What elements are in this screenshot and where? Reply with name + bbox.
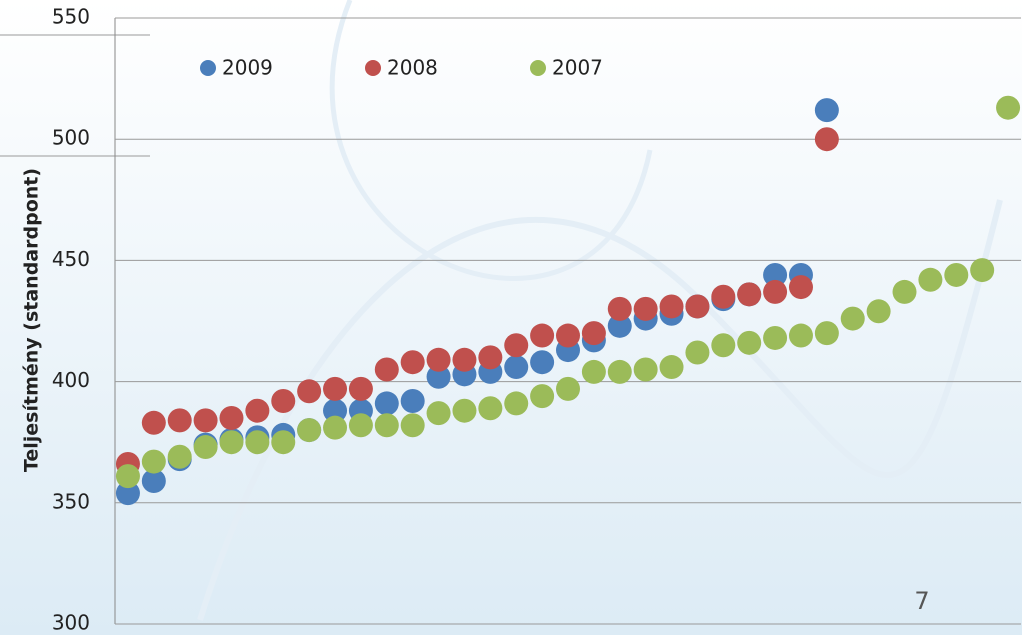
data-point: [659, 355, 684, 380]
data-point: [607, 359, 632, 384]
data-point: [374, 413, 399, 438]
data-point: [504, 333, 529, 358]
data-point: [918, 267, 943, 292]
y-axis-label: Teljesítmény (standardpont): [21, 168, 43, 472]
data-point: [607, 296, 632, 321]
data-point: [348, 376, 373, 401]
data-point: [167, 408, 192, 433]
data-point: [530, 350, 555, 375]
data-point: [348, 413, 373, 438]
data-point: [737, 330, 762, 355]
data-point: [711, 333, 736, 358]
data-point: [245, 398, 270, 423]
y-tick-label: 500: [52, 126, 90, 150]
data-point: [141, 468, 166, 493]
data-point: [763, 279, 788, 304]
legend-marker: [365, 60, 381, 76]
data-point: [504, 355, 529, 380]
data-point: [737, 282, 762, 307]
y-tick-label: 300: [52, 611, 90, 635]
data-point: [219, 405, 244, 430]
data-point: [788, 275, 813, 300]
data-point: [814, 127, 839, 152]
data-point: [814, 98, 839, 123]
data-point: [426, 401, 451, 426]
data-point: [400, 350, 425, 375]
data-point: [944, 262, 969, 287]
data-point: [814, 321, 839, 346]
data-point: [892, 279, 917, 304]
data-point: [530, 323, 555, 348]
data-point: [763, 325, 788, 350]
data-point: [840, 306, 865, 331]
data-point: [607, 313, 632, 338]
legend-label: 2008: [387, 56, 438, 80]
data-point: [323, 398, 348, 423]
data-point: [478, 396, 503, 421]
legend-label: 2007: [552, 56, 603, 80]
data-point: [374, 391, 399, 416]
data-point: [297, 379, 322, 404]
data-point: [167, 444, 192, 469]
data-point: [245, 430, 270, 455]
data-point: [400, 388, 425, 413]
data-point: [685, 294, 710, 319]
data-point: [866, 299, 891, 324]
data-point: [659, 294, 684, 319]
data-point: [271, 430, 296, 455]
data-point: [297, 418, 322, 443]
data-point: [271, 388, 296, 413]
data-point: [400, 413, 425, 438]
data-point: [530, 384, 555, 409]
data-point: [219, 430, 244, 455]
data-point: [581, 359, 606, 384]
data-point: [478, 345, 503, 370]
legend-label: 2009: [222, 56, 273, 80]
data-point: [452, 347, 477, 372]
y-tick-label: 350: [52, 489, 90, 513]
data-point: [115, 464, 140, 489]
y-tick-label: 400: [52, 368, 90, 392]
data-point: [193, 408, 218, 433]
data-point: [115, 481, 140, 506]
legend-marker: [200, 60, 216, 76]
data-point: [633, 357, 658, 382]
data-point: [504, 391, 529, 416]
data-point: [581, 321, 606, 346]
data-point: [426, 347, 451, 372]
data-point: [556, 323, 580, 348]
data-point: [711, 284, 736, 309]
data-point: [556, 376, 580, 401]
decoration: [329, 0, 653, 281]
data-point: [374, 357, 399, 382]
data-point: [685, 340, 710, 365]
data-point: [426, 364, 451, 389]
data-point: [996, 95, 1021, 120]
data-point: [788, 323, 813, 348]
data-point: [970, 258, 995, 283]
data-point: [141, 410, 166, 435]
legend-marker: [530, 60, 546, 76]
data-point: [452, 398, 477, 423]
y-tick-label: 550: [52, 5, 90, 29]
data-point: [763, 262, 788, 287]
data-point: [323, 376, 348, 401]
page-number: 7: [914, 587, 929, 615]
y-tick-label: 450: [52, 247, 90, 271]
data-point: [323, 415, 348, 440]
data-point: [193, 435, 218, 460]
data-point: [141, 449, 166, 474]
data-point: [633, 296, 658, 321]
